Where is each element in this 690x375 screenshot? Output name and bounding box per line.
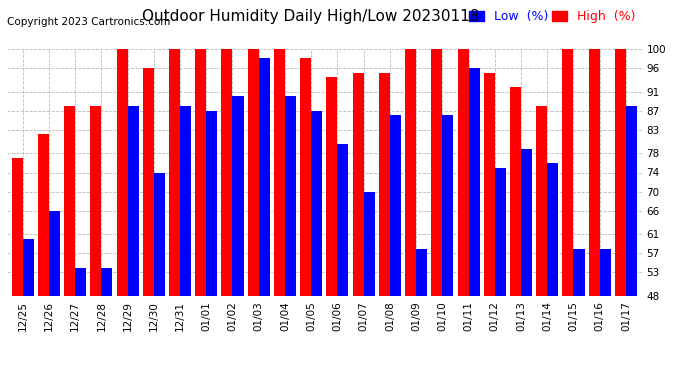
- Bar: [23, 239, 34, 296]
- Bar: [484, 72, 495, 296]
- Bar: [64, 106, 75, 296]
- Bar: [416, 249, 427, 296]
- Bar: [169, 49, 180, 296]
- Bar: [615, 49, 626, 296]
- Bar: [379, 72, 390, 296]
- Bar: [206, 111, 217, 296]
- Bar: [180, 106, 191, 296]
- Bar: [49, 211, 60, 296]
- Bar: [626, 106, 637, 296]
- Bar: [154, 172, 165, 296]
- Bar: [75, 268, 86, 296]
- Bar: [38, 134, 49, 296]
- Bar: [233, 96, 244, 296]
- Bar: [311, 111, 322, 296]
- Bar: [12, 158, 23, 296]
- Legend: Low  (%), High  (%): Low (%), High (%): [469, 10, 635, 24]
- Bar: [300, 58, 311, 296]
- Bar: [128, 106, 139, 296]
- Bar: [274, 49, 285, 296]
- Bar: [337, 144, 348, 296]
- Bar: [101, 268, 112, 296]
- Bar: [405, 49, 416, 296]
- Bar: [195, 49, 206, 296]
- Bar: [364, 192, 375, 296]
- Bar: [562, 49, 573, 296]
- Bar: [442, 116, 453, 296]
- Bar: [143, 68, 154, 296]
- Bar: [353, 72, 364, 296]
- Bar: [547, 163, 558, 296]
- Bar: [536, 106, 547, 296]
- Bar: [259, 58, 270, 296]
- Bar: [221, 49, 233, 296]
- Bar: [90, 106, 101, 296]
- Bar: [431, 49, 442, 296]
- Bar: [589, 49, 600, 296]
- Text: Outdoor Humidity Daily High/Low 20230118: Outdoor Humidity Daily High/Low 20230118: [142, 9, 479, 24]
- Bar: [457, 49, 469, 296]
- Bar: [495, 168, 506, 296]
- Bar: [248, 49, 259, 296]
- Text: Copyright 2023 Cartronics.com: Copyright 2023 Cartronics.com: [7, 17, 170, 27]
- Bar: [390, 116, 401, 296]
- Bar: [573, 249, 584, 296]
- Bar: [521, 149, 532, 296]
- Bar: [326, 77, 337, 296]
- Bar: [600, 249, 611, 296]
- Bar: [469, 68, 480, 296]
- Bar: [285, 96, 296, 296]
- Bar: [510, 87, 521, 296]
- Bar: [117, 49, 128, 296]
